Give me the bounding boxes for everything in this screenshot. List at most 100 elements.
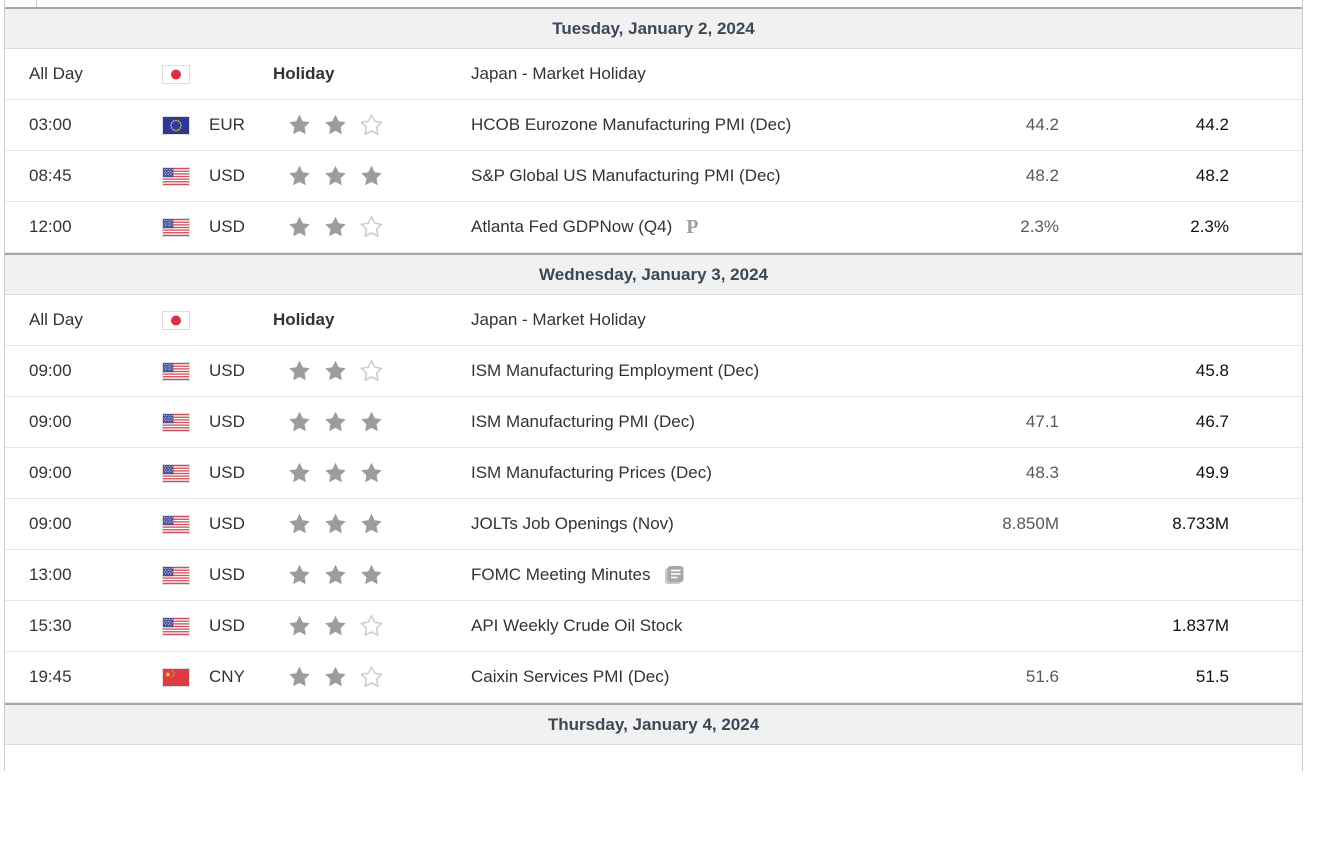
- event-row: 09:00 USD ISM Manufacturing PMI (Dec) 47…: [5, 397, 1302, 448]
- event-cell: Atlanta Fed GDPNow (Q4) P: [467, 209, 879, 245]
- event-row: 09:00 USD JOLTs Job Openings (Nov) 8.850…: [5, 499, 1302, 550]
- event-link[interactable]: ISM Manufacturing PMI (Dec): [471, 412, 695, 431]
- event-time: All Day: [29, 64, 83, 83]
- event-cell: HCOB Eurozone Manufacturing PMI (Dec): [467, 107, 879, 143]
- importance-stars: [283, 215, 467, 239]
- event-time: 03:00: [29, 115, 72, 134]
- flag-cell: [157, 115, 201, 135]
- previous-value: 45.8: [1195, 361, 1229, 380]
- event-link[interactable]: API Weekly Crude Oil Stock: [471, 616, 683, 635]
- star-filled-icon: [287, 215, 312, 239]
- usa-flag-icon: [162, 514, 190, 534]
- usa-flag-icon: [162, 463, 190, 483]
- event-link[interactable]: S&P Global US Manufacturing PMI (Dec): [471, 166, 781, 185]
- event-time: 19:45: [29, 667, 72, 686]
- importance-stars: [283, 665, 467, 689]
- event-link[interactable]: HCOB Eurozone Manufacturing PMI (Dec): [471, 115, 792, 134]
- importance-stars: [283, 113, 467, 137]
- date-header: Thursday, January 4, 2024: [5, 703, 1302, 745]
- column-divider: [36, 0, 37, 7]
- star-filled-icon: [323, 665, 348, 689]
- flag-cell: [157, 514, 201, 534]
- event-link[interactable]: ISM Manufacturing Employment (Dec): [471, 361, 760, 380]
- event-time: 09:00: [29, 412, 72, 431]
- forecast-value: 2.3%: [1020, 217, 1059, 236]
- date-header-label: Tuesday, January 2, 2024: [552, 18, 755, 38]
- flag-cell: [157, 217, 201, 237]
- event-link[interactable]: Japan - Market Holiday: [471, 310, 646, 329]
- report-icon[interactable]: [663, 564, 685, 586]
- event-link[interactable]: ISM Manufacturing Prices (Dec): [471, 463, 712, 482]
- japan-flag-icon: [162, 310, 190, 330]
- previous-row-remnant: [5, 0, 1302, 7]
- currency-code: USD: [209, 361, 245, 380]
- event-cell: ISM Manufacturing Prices (Dec): [467, 455, 879, 491]
- event-link[interactable]: Japan - Market Holiday: [471, 64, 646, 83]
- star-filled-icon: [287, 359, 312, 383]
- date-header-label: Wednesday, January 3, 2024: [539, 264, 768, 284]
- star-empty-icon: [359, 215, 384, 239]
- star-empty-icon: [359, 614, 384, 638]
- star-filled-icon: [287, 665, 312, 689]
- star-filled-icon: [323, 215, 348, 239]
- flag-cell: [157, 412, 201, 432]
- event-cell: JOLTs Job Openings (Nov): [467, 506, 879, 542]
- star-filled-icon: [359, 512, 384, 536]
- event-cell: FOMC Meeting Minutes: [467, 557, 879, 593]
- star-filled-icon: [323, 512, 348, 536]
- event-link[interactable]: Atlanta Fed GDPNow (Q4): [471, 217, 673, 236]
- date-header: Wednesday, January 3, 2024: [5, 253, 1302, 295]
- currency-code: USD: [209, 514, 245, 533]
- flag-cell: [157, 463, 201, 483]
- previous-value: 49.9: [1195, 463, 1229, 482]
- event-time: 09:00: [29, 514, 72, 533]
- importance-stars: [283, 563, 467, 587]
- event-time: 08:45: [29, 166, 72, 185]
- forecast-value: 48.2: [1025, 166, 1059, 185]
- flag-cell: [157, 166, 201, 186]
- flag-cell: [157, 667, 201, 687]
- star-filled-icon: [359, 410, 384, 434]
- event-row: 09:00 USD ISM Manufacturing Prices (Dec)…: [5, 448, 1302, 499]
- currency-code: USD: [209, 217, 245, 236]
- event-time: 09:00: [29, 361, 72, 380]
- star-filled-icon: [323, 614, 348, 638]
- usa-flag-icon: [162, 166, 190, 186]
- event-row: 09:00 USD ISM Manufacturing Employment (…: [5, 346, 1302, 397]
- star-filled-icon: [287, 164, 312, 188]
- event-time: 15:30: [29, 616, 72, 635]
- event-link[interactable]: FOMC Meeting Minutes: [471, 565, 651, 584]
- importance-stars: [283, 164, 467, 188]
- star-filled-icon: [323, 164, 348, 188]
- currency-code: USD: [209, 412, 245, 431]
- previous-value: 44.2: [1195, 115, 1229, 134]
- event-link[interactable]: Caixin Services PMI (Dec): [471, 667, 670, 686]
- star-filled-icon: [359, 164, 384, 188]
- importance-stars: [283, 461, 467, 485]
- forecast-value: 51.6: [1025, 667, 1059, 686]
- star-filled-icon: [323, 563, 348, 587]
- event-time: 13:00: [29, 565, 72, 584]
- importance-stars: [283, 512, 467, 536]
- event-cell: ISM Manufacturing Employment (Dec): [467, 353, 879, 389]
- event-cell: S&P Global US Manufacturing PMI (Dec): [467, 158, 879, 194]
- bottom-filler: [5, 745, 1302, 771]
- currency-code: USD: [209, 565, 245, 584]
- star-filled-icon: [287, 461, 312, 485]
- star-empty-icon: [359, 359, 384, 383]
- forecast-value: 8.850M: [1002, 514, 1059, 533]
- currency-code: CNY: [209, 667, 245, 686]
- previous-value: 8.733M: [1172, 514, 1229, 533]
- usa-flag-icon: [162, 361, 190, 381]
- event-row: 13:00 USD FOMC Meeting Minutes: [5, 550, 1302, 601]
- event-link[interactable]: JOLTs Job Openings (Nov): [471, 514, 674, 533]
- importance-stars: [283, 614, 467, 638]
- previous-value: 2.3%: [1190, 217, 1229, 236]
- event-time: All Day: [29, 310, 83, 329]
- eurozone-flag-icon: [162, 115, 190, 135]
- star-filled-icon: [323, 410, 348, 434]
- flag-cell: [157, 310, 201, 330]
- forecast-value: 48.3: [1025, 463, 1059, 482]
- date-header-label: Thursday, January 4, 2024: [547, 714, 760, 734]
- economic-calendar: Tuesday, January 2, 2024 All Day Holiday…: [4, 0, 1303, 771]
